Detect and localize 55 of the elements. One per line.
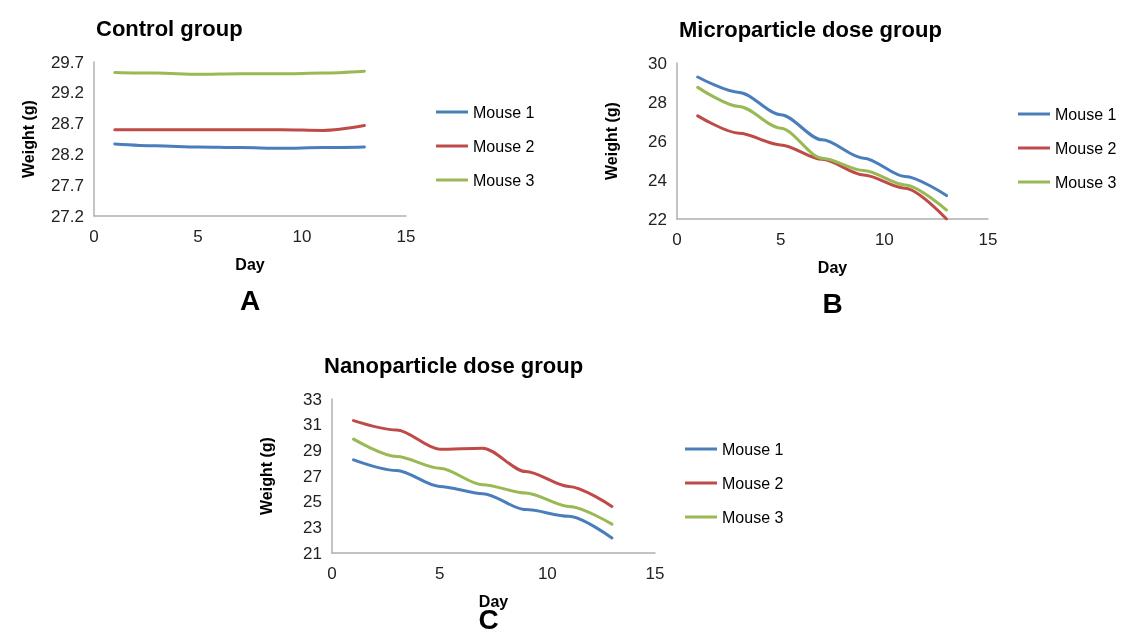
y-tick-label: 26 xyxy=(648,131,667,151)
legend-label: Mouse 2 xyxy=(1055,139,1117,157)
y-tick-label: 24 xyxy=(648,170,667,190)
line-series xyxy=(696,85,949,212)
y-tick-label: 23 xyxy=(303,517,322,537)
line-series xyxy=(696,75,949,198)
x-tick-label: 10 xyxy=(874,230,894,249)
y-tick-label: 29.2 xyxy=(50,83,84,103)
legend-label: Mouse 3 xyxy=(1055,173,1117,191)
chart-title: Microparticle dose group xyxy=(679,16,942,42)
y-tick-label: 28.2 xyxy=(50,144,84,164)
x-tick-label: 0 xyxy=(672,230,682,249)
y-tick-label: 33 xyxy=(303,389,322,409)
text: B xyxy=(822,287,843,319)
line-series xyxy=(352,458,614,540)
x-axis-title: Day xyxy=(817,258,848,276)
chart-title: Nanoparticle dose group xyxy=(324,352,584,378)
y-tick-label: 28 xyxy=(648,92,667,112)
y-tick-label: 31 xyxy=(303,415,322,435)
y-tick-label: 22 xyxy=(648,209,667,229)
x-tick-label: 15 xyxy=(396,227,416,246)
legend-label: Mouse 1 xyxy=(1055,105,1117,123)
x-tick-label: 5 xyxy=(434,564,445,583)
legend-label: Mouse 3 xyxy=(722,508,784,526)
y-tick-label: 25 xyxy=(303,492,322,512)
x-tick-label: 10 xyxy=(537,564,557,583)
y-tick-label: 29.7 xyxy=(50,52,84,72)
y-tick-label: 21 xyxy=(303,543,322,563)
chart-title: Control group xyxy=(96,15,243,41)
x-tick-label: 5 xyxy=(193,227,203,246)
text: A xyxy=(240,284,261,316)
y-tick-label: 29 xyxy=(303,440,322,460)
legend-label: Mouse 2 xyxy=(473,137,535,155)
x-tick-label: 0 xyxy=(89,227,99,246)
x-tick-label: 5 xyxy=(775,230,786,249)
line-series xyxy=(696,114,949,221)
y-tick-label: 27.7 xyxy=(50,175,84,195)
x-axis-title: Day xyxy=(235,255,265,273)
legend-label: Mouse 2 xyxy=(722,474,784,492)
x-tick-label: 0 xyxy=(327,564,337,583)
x-tick-label: 10 xyxy=(292,227,312,246)
y-tick-label: 27.2 xyxy=(50,206,84,226)
legend-label: Mouse 3 xyxy=(473,171,535,189)
line-series xyxy=(352,419,614,508)
line-series xyxy=(352,437,614,526)
y-axis-title: Weight (g) xyxy=(19,100,37,178)
y-axis-title: Weight (g) xyxy=(602,102,620,180)
y-tick-label: 30 xyxy=(648,53,667,73)
x-tick-label: 15 xyxy=(645,564,665,583)
y-tick-label: 27 xyxy=(303,466,322,486)
legend-label: Mouse 1 xyxy=(722,440,784,458)
legend-label: Mouse 1 xyxy=(473,103,535,121)
y-axis-title: Weight (g) xyxy=(257,437,275,515)
y-tick-label: 28.7 xyxy=(50,114,84,134)
x-tick-label: 15 xyxy=(978,230,998,249)
